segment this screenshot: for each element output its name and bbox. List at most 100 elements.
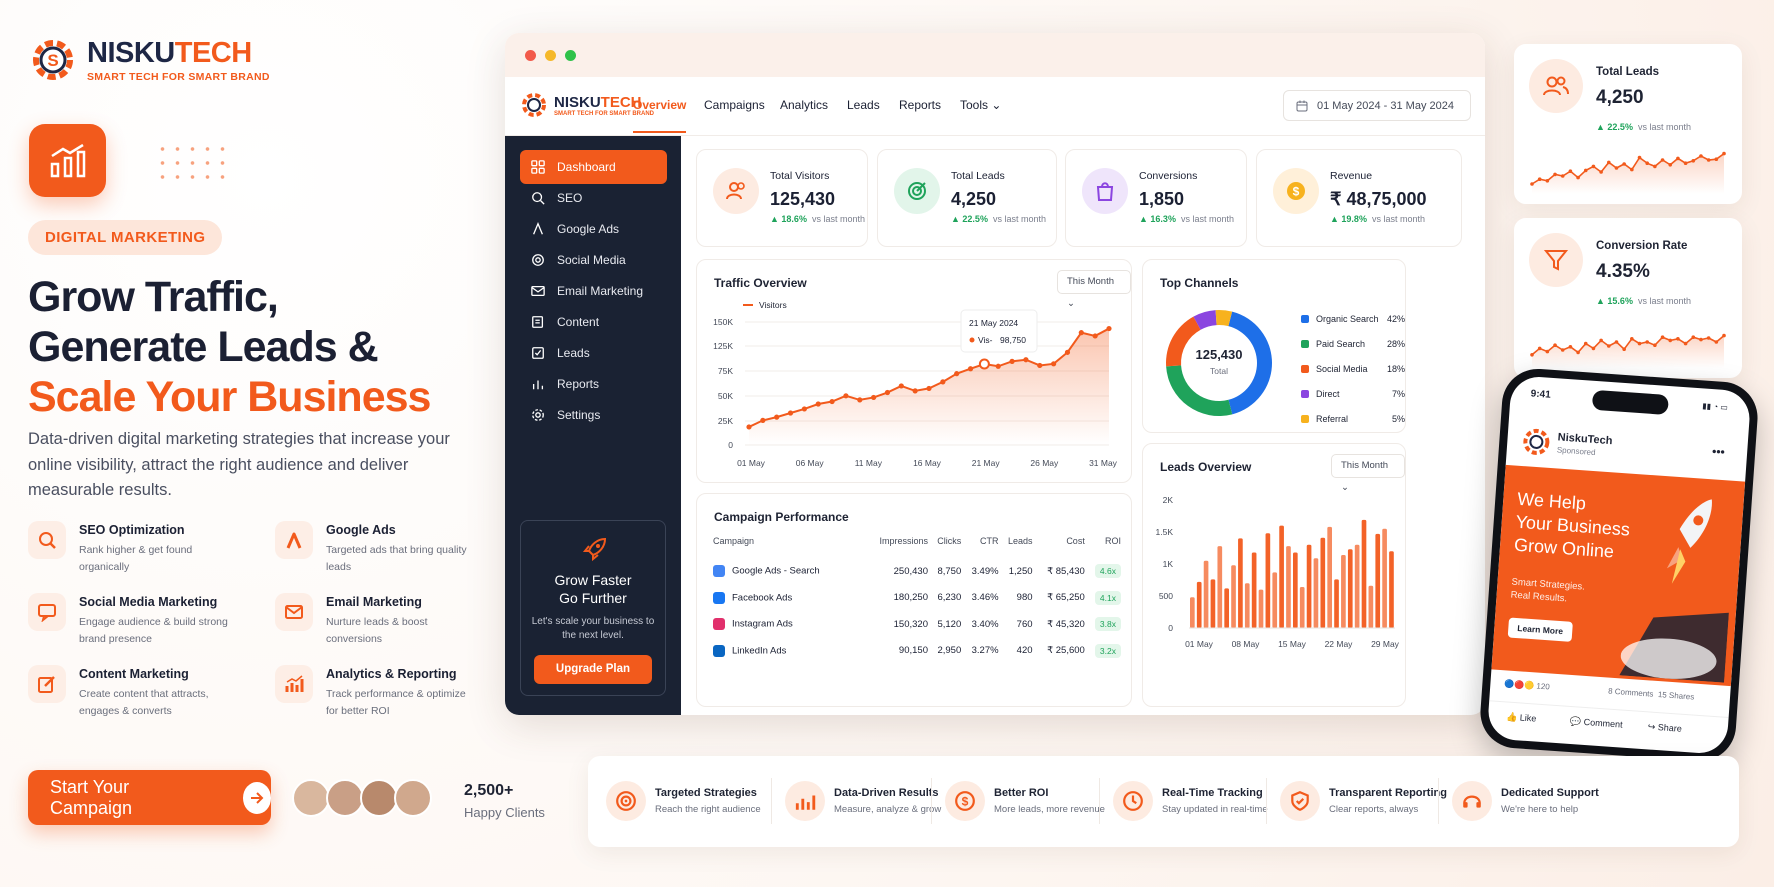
close-dot-icon[interactable]	[525, 49, 536, 61]
svg-text:$: $	[1293, 185, 1300, 199]
sidebar-item-reports[interactable]: Reports	[520, 367, 667, 401]
kpi-card-conversions: Conversions 1,850 ▲ 16.3% vs last month	[1065, 149, 1247, 247]
feature-item: Google Ads Targeted ads that bring qualit…	[275, 521, 515, 576]
tab-leads[interactable]: Leads	[847, 98, 880, 112]
campaign-table: Campaign Impressions Clicks CTR Leads Cost ROI…	[713, 536, 1121, 664]
benefit-item: $ Better ROI More leads, more revenue	[945, 781, 1105, 821]
table-cell: 90,150	[861, 638, 928, 665]
sparkline-point	[1637, 155, 1642, 160]
brand-logo[interactable]: S NISKUTECH SMART TECH FOR SMART BRAND	[27, 34, 270, 86]
sidebar-item-google-ads[interactable]: Google Ads	[520, 212, 667, 246]
leads-bar	[1341, 555, 1346, 628]
cell-value: 1,250	[1008, 565, 1033, 577]
upgrade-plan-button[interactable]: Upgrade Plan	[534, 655, 652, 684]
donut-center: 125,430 Total	[1195, 347, 1243, 376]
dashboard-logo[interactable]: NISKUTECH SMART TECH FOR SMART BRAND	[520, 91, 654, 119]
leads-period-dropdown[interactable]: This Month ⌄	[1331, 454, 1405, 493]
leads-bar	[1389, 551, 1394, 628]
traffic-point	[912, 388, 918, 394]
more-options-icon[interactable]: •••	[1711, 444, 1726, 460]
table-cell: 250,430	[861, 558, 928, 585]
date-range-picker[interactable]: 01 May 2024 - 31 May 2024	[1283, 90, 1471, 121]
y-tick-label: 150K	[713, 317, 733, 327]
sidebar-item-social-media[interactable]: Social Media	[520, 243, 667, 277]
kpi-label: Conversions	[1139, 170, 1198, 182]
benefit-item: Real-Time Tracking Stay updated in real-t…	[1113, 781, 1268, 821]
benefit-title: Real-Time Tracking	[1162, 787, 1263, 799]
feature-description: Targeted ads that bring quality leads	[326, 544, 467, 573]
tab-reports[interactable]: Reports	[899, 98, 941, 112]
benefit-text: Data-Driven Results Measure, analyze & gr…	[834, 787, 941, 815]
traffic-period-dropdown[interactable]: This Month ⌄	[1057, 270, 1131, 309]
tab-overview[interactable]: Overview	[633, 98, 687, 133]
sidebar-item-label: Email Marketing	[557, 284, 644, 298]
chat-icon	[28, 593, 66, 631]
feature-title: Google Ads	[326, 523, 396, 537]
learn-more-button[interactable]: Learn More	[1507, 617, 1573, 642]
traffic-line-chart: 0 25K 50K 75K 125K 150K 21 May 2024 Vis- 98,750 0…	[713, 309, 1118, 468]
table-cell: 180,250	[861, 585, 928, 612]
table-row[interactable]: Facebook Ads 180,250 6,230 3.46% 980 ₹ 65,250…	[713, 585, 1121, 612]
traffic-point	[967, 366, 974, 372]
table-row[interactable]: Google Ads - Search 250,430 8,750 3.49% 1,25…	[713, 558, 1121, 585]
table-row[interactable]: Instagram Ads 150,320 5,120 3.40% 760 ₹ 45,32…	[713, 611, 1121, 638]
benefit-description: Reach the right audience	[655, 804, 761, 815]
cell-value: 8,750	[937, 565, 962, 577]
maximize-dot-icon[interactable]	[565, 49, 576, 61]
cell-value: Google Ads - Search	[732, 565, 820, 577]
sidebar-item-content[interactable]: Content	[520, 305, 667, 339]
sparkline-point	[1553, 343, 1557, 347]
sparkline-point	[1568, 169, 1573, 173]
tab-campaigns[interactable]: Campaigns	[704, 98, 765, 112]
sidebar-item-dashboard[interactable]: Dashboard	[520, 150, 667, 184]
legend-item: Paid Search 28%	[1301, 339, 1405, 349]
sparkline-point	[1614, 166, 1619, 170]
donut-slice	[1166, 316, 1201, 367]
minimize-dot-icon[interactable]	[545, 49, 556, 61]
rocket-icon	[582, 537, 607, 562]
sparkline-point	[1645, 340, 1649, 344]
traffic-point	[995, 363, 1001, 369]
y-tick-label: 125K	[713, 341, 733, 351]
comment-button[interactable]: 💬 Comment	[1569, 715, 1623, 730]
dashboard-grid-icon	[530, 159, 546, 175]
traffic-legend: Visitors	[743, 300, 787, 310]
settings-gear-icon	[530, 407, 546, 423]
leads-bar	[1231, 565, 1236, 628]
sidebar-item-email-marketing[interactable]: Email Marketing	[520, 274, 667, 308]
kpi-change: ▲ 18.6% vs last month	[770, 214, 865, 224]
hero-description: Data-driven digital marketing strategies…	[28, 430, 450, 499]
leads-bar	[1299, 587, 1305, 628]
sidebar-item-leads[interactable]: Leads	[520, 336, 667, 370]
traffic-area-fill	[749, 328, 1109, 445]
benefit-item: Targeted Strategies Reach the right audie…	[606, 781, 761, 821]
feature-description: Nurture leads & boost conversions	[326, 616, 428, 645]
start-campaign-button[interactable]: Start Your Campaign	[28, 770, 271, 825]
table-cell: 1,250	[999, 558, 1033, 585]
tooltip-value: 98,750	[1000, 335, 1026, 345]
engagement-counts: 8 Comments 15 Shares	[1607, 686, 1695, 702]
status-icons: ▮▮ ◔ ▭	[1701, 401, 1729, 413]
cell-value: 3.46%	[971, 592, 999, 604]
feature-title: Social Media Marketing	[79, 595, 218, 609]
donut-slice	[1228, 311, 1272, 415]
leads-bar	[1196, 581, 1202, 628]
sidebar-item-settings[interactable]: Settings	[520, 398, 667, 432]
share-button[interactable]: ↪ Share	[1647, 721, 1683, 734]
content-icon	[530, 314, 546, 330]
sparkline-point	[1591, 164, 1596, 169]
arrow-right-icon	[242, 781, 271, 814]
tab-analytics[interactable]: Analytics	[780, 98, 828, 112]
sidebar-item-seo[interactable]: SEO	[520, 181, 667, 215]
like-button[interactable]: 👍 Like	[1505, 711, 1537, 724]
leads-overview-card: Leads Overview This Month ⌄ 0 500 1K 1.5K 2K…	[1142, 443, 1406, 707]
tab-tools[interactable]: Tools ⌄	[960, 98, 1001, 112]
sparkline-point	[1699, 154, 1703, 158]
traffic-point	[746, 424, 752, 430]
client-avatars	[292, 779, 432, 817]
cell-value: ₹ 25,600	[1047, 645, 1085, 657]
campaign-platform-icon	[713, 644, 725, 657]
table-row[interactable]: LinkedIn Ads 90,150 2,950 3.27% 420 ₹ 25,600 3…	[713, 638, 1121, 665]
y-tick-label: 25K	[718, 416, 733, 426]
kpi-label: Total Visitors	[770, 170, 830, 182]
